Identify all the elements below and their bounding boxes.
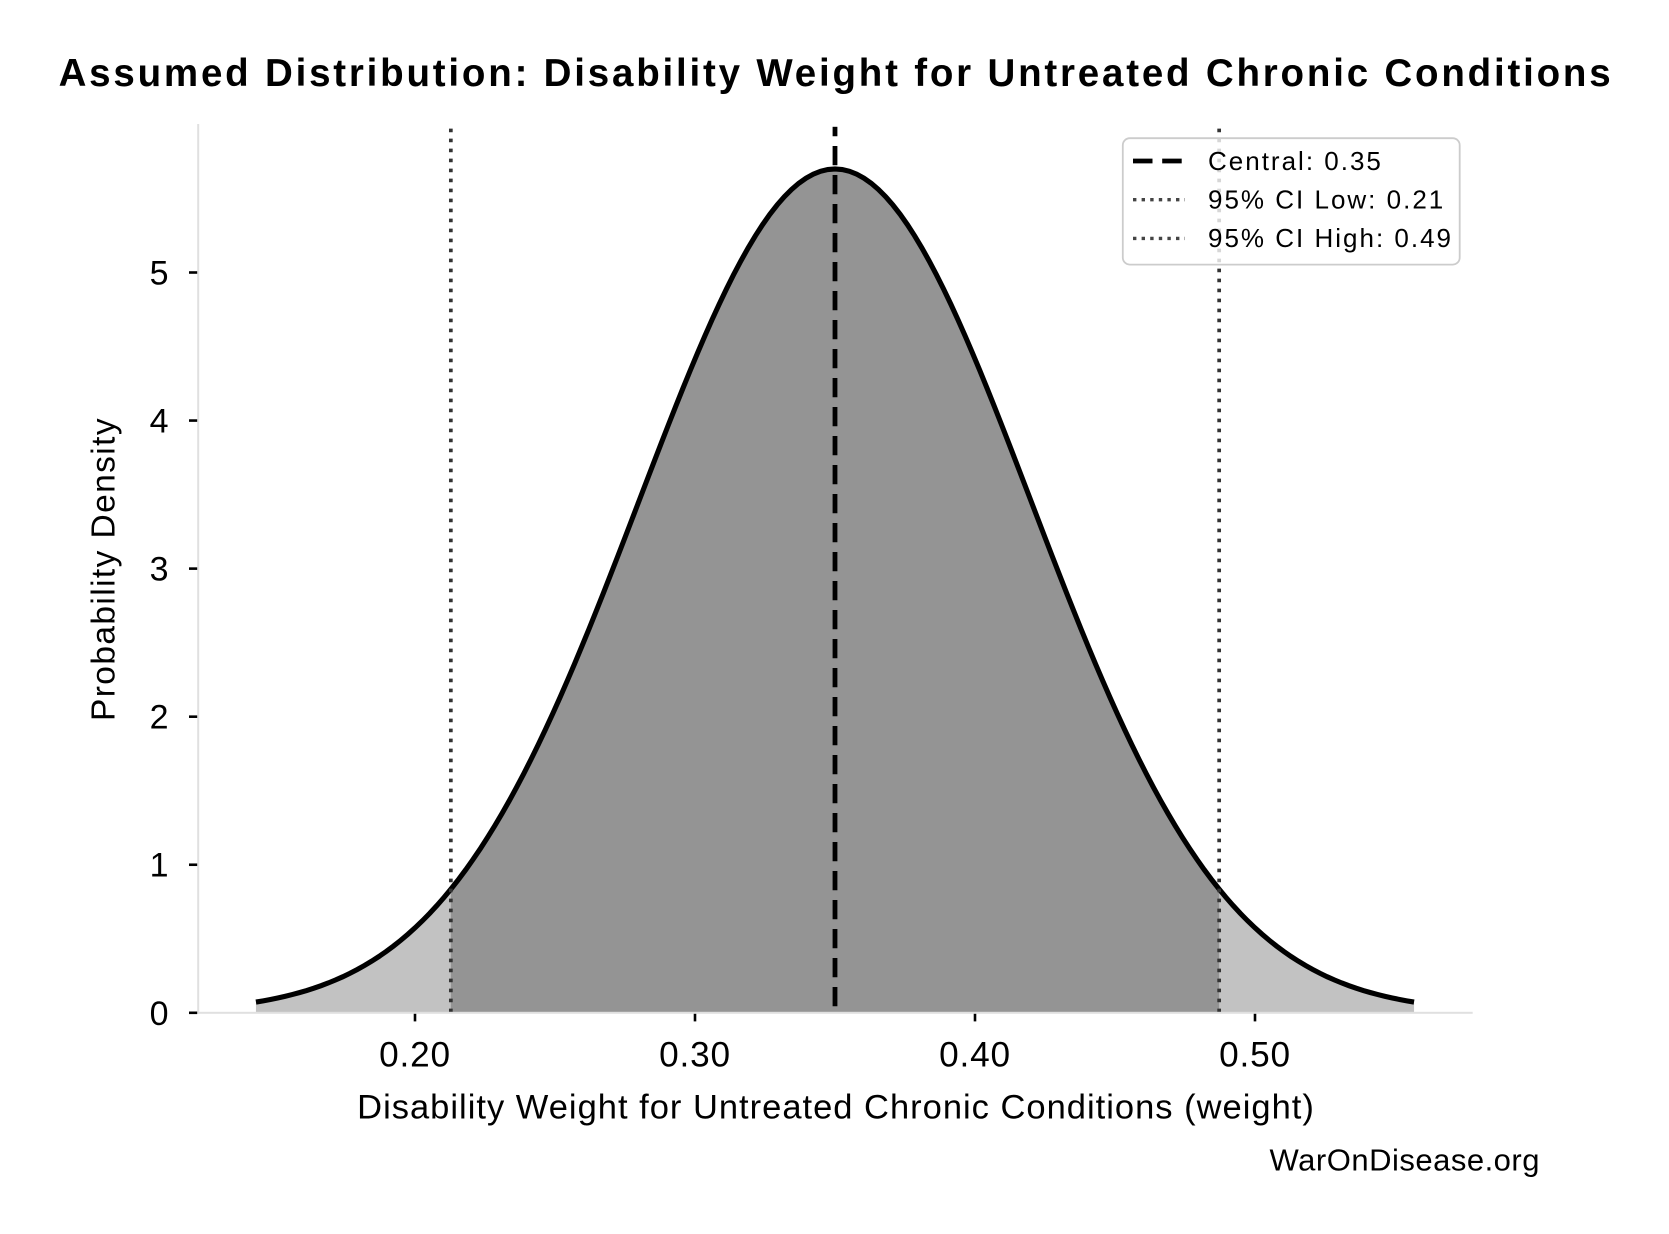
svg-text:4: 4 bbox=[150, 403, 169, 441]
svg-text:0.40: 0.40 bbox=[939, 1035, 1011, 1074]
svg-text:1: 1 bbox=[150, 847, 169, 885]
svg-text:WarOnDisease.org: WarOnDisease.org bbox=[1270, 1143, 1540, 1178]
svg-text:Probability Density: Probability Density bbox=[86, 417, 123, 721]
svg-text:0.50: 0.50 bbox=[1219, 1035, 1291, 1074]
svg-text:95% CI Low: 0.21: 95% CI Low: 0.21 bbox=[1208, 185, 1445, 215]
svg-text:Disability Weight for Untreate: Disability Weight for Untreated Chronic … bbox=[357, 1089, 1315, 1127]
svg-text:Assumed Distribution: Disabili: Assumed Distribution: Disability Weight … bbox=[59, 52, 1614, 95]
svg-text:0.30: 0.30 bbox=[659, 1035, 731, 1074]
svg-text:5: 5 bbox=[150, 255, 169, 293]
svg-text:3: 3 bbox=[150, 551, 169, 589]
svg-text:Central: 0.35: Central: 0.35 bbox=[1208, 146, 1383, 176]
svg-text:2: 2 bbox=[150, 699, 169, 737]
svg-text:0.20: 0.20 bbox=[379, 1035, 451, 1074]
svg-text:0: 0 bbox=[150, 995, 169, 1033]
svg-text:95% CI High: 0.49: 95% CI High: 0.49 bbox=[1208, 223, 1453, 253]
